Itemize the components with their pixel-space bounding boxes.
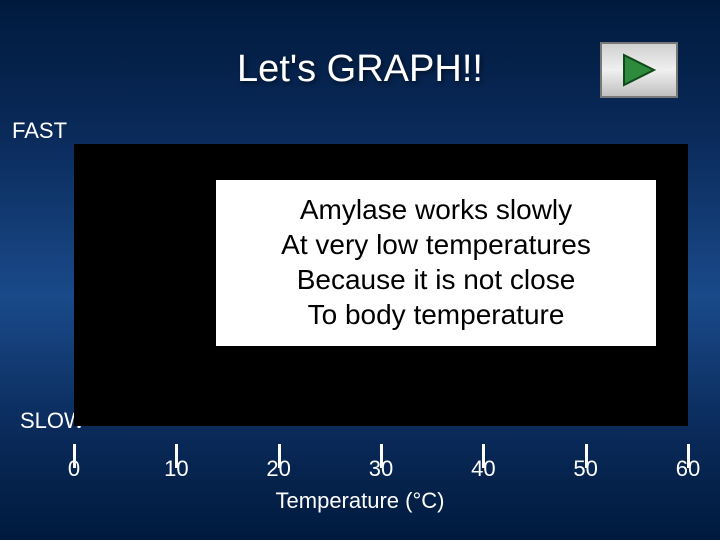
x-axis-label: Temperature (°C) [0, 488, 720, 514]
x-tick-label: 20 [266, 456, 290, 482]
x-tick-label: 10 [164, 456, 188, 482]
play-icon [620, 53, 658, 87]
info-line-2: At very low temperatures [281, 229, 591, 260]
play-button[interactable] [600, 42, 678, 98]
info-line-3: Because it is not close [297, 264, 576, 295]
chart-plot-area: Amylase works slowly At very low tempera… [74, 144, 688, 426]
x-tick-label: 60 [676, 456, 700, 482]
info-line-1: Amylase works slowly [300, 194, 572, 225]
y-axis-top-label: FAST [12, 118, 67, 144]
x-tick-label: 40 [471, 456, 495, 482]
x-tick-label: 50 [573, 456, 597, 482]
x-tick-label: 30 [369, 456, 393, 482]
x-tick-label: 0 [68, 456, 80, 482]
info-line-4: To body temperature [308, 299, 565, 330]
chart-info-callout: Amylase works slowly At very low tempera… [216, 180, 656, 346]
